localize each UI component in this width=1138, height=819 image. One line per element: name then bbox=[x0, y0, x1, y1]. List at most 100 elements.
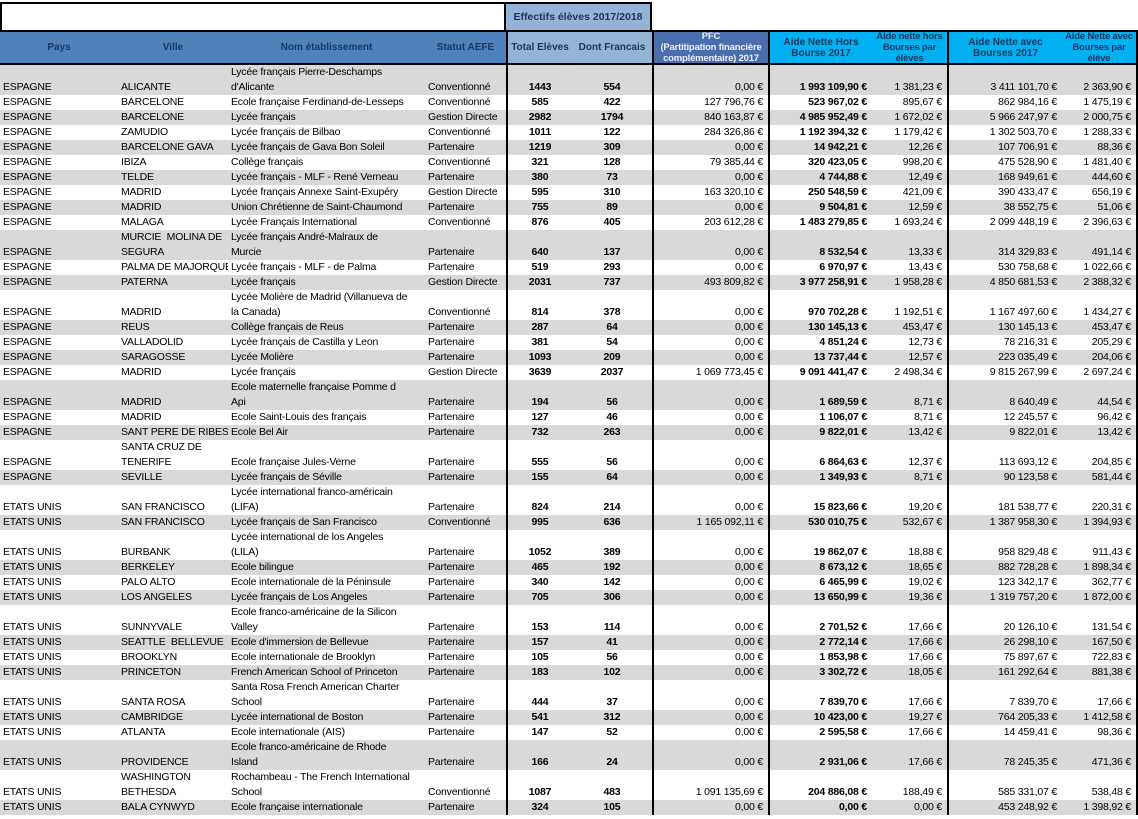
cell-pays[interactable]: ESPAGNE bbox=[3, 336, 52, 348]
cell-ville[interactable]: BARCELONE bbox=[121, 111, 184, 123]
cell-dont-francais[interactable]: 310 bbox=[603, 186, 621, 198]
cell-total-eleves[interactable]: 157 bbox=[506, 635, 572, 650]
cell-aide-hors-par-eleve[interactable]: 17,66 € bbox=[908, 636, 942, 648]
cell-total-eleves[interactable]: 1087 bbox=[506, 770, 572, 800]
cell-statut-aefe[interactable]: Partenaire bbox=[428, 456, 475, 468]
cell-aide-avec-par-eleve[interactable]: 2 697,24 € bbox=[1062, 365, 1138, 380]
cell-aide-hors-bourse[interactable]: 6 864,63 € bbox=[768, 440, 872, 470]
cell-aide-hors-par-eleve[interactable]: 19,36 € bbox=[908, 591, 942, 603]
cell-nom-etablissement[interactable]: Santa Rosa French American Charter Schoo… bbox=[231, 681, 400, 708]
cell-aide-hors-par-eleve[interactable]: 8,71 € bbox=[914, 396, 942, 408]
cell-aide-avec-par-eleve[interactable]: 722,83 € bbox=[1062, 650, 1138, 665]
cell-pfc[interactable]: 0,00 € bbox=[652, 560, 768, 575]
cell-pfc[interactable]: 0,00 € bbox=[652, 665, 768, 680]
cell-pfc[interactable]: 79 385,44 € bbox=[652, 155, 768, 170]
cell-ville[interactable]: BERKELEY bbox=[121, 561, 175, 573]
cell-aide-avec-bourse[interactable]: 181 538,77 € bbox=[947, 485, 1062, 515]
cell-pfc[interactable]: 0,00 € bbox=[652, 485, 768, 515]
cell-aide-avec-bourse[interactable]: 882 728,28 € bbox=[947, 560, 1062, 575]
cell-nom-etablissement[interactable]: Ecole Bel Air bbox=[231, 426, 288, 438]
cell-aide-hors-par-eleve[interactable]: 532,67 € bbox=[902, 516, 942, 528]
cell-ville[interactable]: SARAGOSSE bbox=[121, 351, 186, 363]
cell-total-eleves[interactable]: 321 bbox=[506, 155, 572, 170]
cell-pays[interactable]: ESPAGNE bbox=[3, 366, 52, 378]
cell-dont-francais[interactable]: 37 bbox=[606, 696, 618, 708]
cell-nom-etablissement[interactable]: Lycée français - MLF - de Palma bbox=[231, 261, 377, 273]
cell-aide-avec-par-eleve[interactable]: 1 288,33 € bbox=[1062, 125, 1138, 140]
cell-ville[interactable]: MADRID bbox=[121, 306, 162, 318]
cell-statut-aefe[interactable]: Partenaire bbox=[428, 561, 475, 573]
cell-nom-etablissement[interactable]: Lycée français bbox=[231, 276, 296, 288]
cell-aide-hors-bourse[interactable]: 15 823,66 € bbox=[768, 485, 872, 515]
cell-nom-etablissement[interactable]: Ecole franco-américaine de la Silicon Va… bbox=[231, 606, 397, 633]
cell-pfc[interactable]: 0,00 € bbox=[652, 530, 768, 560]
cell-total-eleves[interactable]: 1011 bbox=[506, 125, 572, 140]
cell-total-eleves[interactable]: 995 bbox=[506, 515, 572, 530]
cell-ville[interactable]: SEVILLE bbox=[121, 471, 163, 483]
cell-ville[interactable]: ATLANTA bbox=[121, 726, 166, 738]
column-header-aide-hors-par-eleve[interactable]: Aide nette hors Bourses par élèves bbox=[872, 32, 947, 63]
cell-pfc[interactable]: 0,00 € bbox=[652, 635, 768, 650]
cell-nom-etablissement[interactable]: Lycée français Pierre-Deschamps d'Alican… bbox=[231, 66, 382, 93]
cell-aide-avec-bourse[interactable]: 585 331,07 € bbox=[947, 770, 1062, 800]
column-header-aide-avec-bourse[interactable]: Aide Nette avec Bourses 2017 bbox=[947, 32, 1062, 63]
column-header-pfc[interactable]: PFC (Partitipation financière complément… bbox=[652, 32, 768, 63]
cell-aide-avec-bourse[interactable]: 1 319 757,20 € bbox=[947, 590, 1062, 605]
cell-aide-avec-par-eleve[interactable]: 581,44 € bbox=[1062, 470, 1138, 485]
cell-pfc[interactable]: 0,00 € bbox=[652, 350, 768, 365]
cell-nom-etablissement[interactable]: Collège français de Reus bbox=[231, 321, 344, 333]
cell-total-eleves[interactable]: 155 bbox=[506, 470, 572, 485]
cell-pays[interactable]: ESPAGNE bbox=[3, 351, 52, 363]
cell-aide-avec-bourse[interactable]: 75 897,67 € bbox=[947, 650, 1062, 665]
cell-ville[interactable]: SEATTLE BELLEVUE bbox=[121, 636, 224, 648]
cell-dont-francais[interactable]: 56 bbox=[606, 396, 618, 408]
cell-aide-hors-bourse[interactable]: 8 673,12 € bbox=[768, 560, 872, 575]
cell-aide-hors-bourse[interactable]: 3 302,72 € bbox=[768, 665, 872, 680]
cell-ville[interactable]: WASHINGTON BETHESDA bbox=[121, 771, 191, 798]
cell-dont-francais[interactable]: 214 bbox=[603, 501, 621, 513]
cell-ville[interactable]: REUS bbox=[121, 321, 150, 333]
cell-dont-francais[interactable]: 483 bbox=[603, 786, 621, 798]
cell-statut-aefe[interactable]: Gestion Directe bbox=[428, 366, 498, 378]
cell-total-eleves[interactable]: 381 bbox=[506, 335, 572, 350]
cell-statut-aefe[interactable]: Partenaire bbox=[428, 636, 475, 648]
cell-pfc[interactable]: 493 809,82 € bbox=[652, 275, 768, 290]
cell-aide-hors-par-eleve[interactable]: 19,02 € bbox=[908, 576, 942, 588]
cell-dont-francais[interactable]: 102 bbox=[603, 666, 621, 678]
cell-total-eleves[interactable]: 3639 bbox=[506, 365, 572, 380]
cell-nom-etablissement[interactable]: Lycée français de San Francisco bbox=[231, 516, 377, 528]
cell-dont-francais[interactable]: 122 bbox=[603, 126, 621, 138]
cell-aide-hors-par-eleve[interactable]: 895,67 € bbox=[902, 96, 942, 108]
cell-dont-francais[interactable]: 636 bbox=[603, 516, 621, 528]
cell-total-eleves[interactable]: 876 bbox=[506, 215, 572, 230]
cell-total-eleves[interactable]: 732 bbox=[506, 425, 572, 440]
cell-aide-hors-par-eleve[interactable]: 188,49 € bbox=[902, 786, 942, 798]
cell-aide-avec-par-eleve[interactable]: 2 363,90 € bbox=[1062, 65, 1138, 95]
cell-ville[interactable]: MADRID bbox=[121, 396, 162, 408]
cell-aide-avec-par-eleve[interactable]: 1 872,00 € bbox=[1062, 590, 1138, 605]
cell-pays[interactable]: ESPAGNE bbox=[3, 186, 52, 198]
cell-dont-francais[interactable]: 142 bbox=[603, 576, 621, 588]
cell-aide-hors-bourse[interactable]: 530 010,75 € bbox=[768, 515, 872, 530]
cell-pays[interactable]: ESPAGNE bbox=[3, 456, 52, 468]
cell-aide-avec-bourse[interactable]: 20 126,10 € bbox=[947, 605, 1062, 635]
cell-aide-hors-bourse[interactable]: 9 504,81 € bbox=[768, 200, 872, 215]
cell-aide-avec-bourse[interactable]: 530 758,68 € bbox=[947, 260, 1062, 275]
cell-aide-avec-bourse[interactable]: 113 693,12 € bbox=[947, 440, 1062, 470]
cell-aide-avec-par-eleve[interactable]: 491,14 € bbox=[1062, 230, 1138, 260]
cell-aide-avec-par-eleve[interactable]: 656,19 € bbox=[1062, 185, 1138, 200]
cell-pfc[interactable]: 0,00 € bbox=[652, 590, 768, 605]
cell-dont-francais[interactable]: 2037 bbox=[600, 366, 624, 378]
cell-statut-aefe[interactable]: Conventionné bbox=[428, 96, 491, 108]
cell-statut-aefe[interactable]: Partenaire bbox=[428, 471, 475, 483]
cell-ville[interactable]: PROVIDENCE bbox=[121, 756, 189, 768]
cell-statut-aefe[interactable]: Partenaire bbox=[428, 261, 475, 273]
cell-total-eleves[interactable]: 340 bbox=[506, 575, 572, 590]
cell-pays[interactable]: ESPAGNE bbox=[3, 426, 52, 438]
cell-aide-hors-bourse[interactable]: 2 772,14 € bbox=[768, 635, 872, 650]
cell-pfc[interactable]: 1 069 773,45 € bbox=[652, 365, 768, 380]
cell-total-eleves[interactable]: 324 bbox=[506, 800, 572, 815]
cell-aide-hors-bourse[interactable]: 2 931,06 € bbox=[768, 740, 872, 770]
cell-ville[interactable]: MURCIE MOLINA DE SEGURA bbox=[121, 231, 223, 258]
cell-pays[interactable]: ETATS UNIS bbox=[3, 561, 62, 573]
